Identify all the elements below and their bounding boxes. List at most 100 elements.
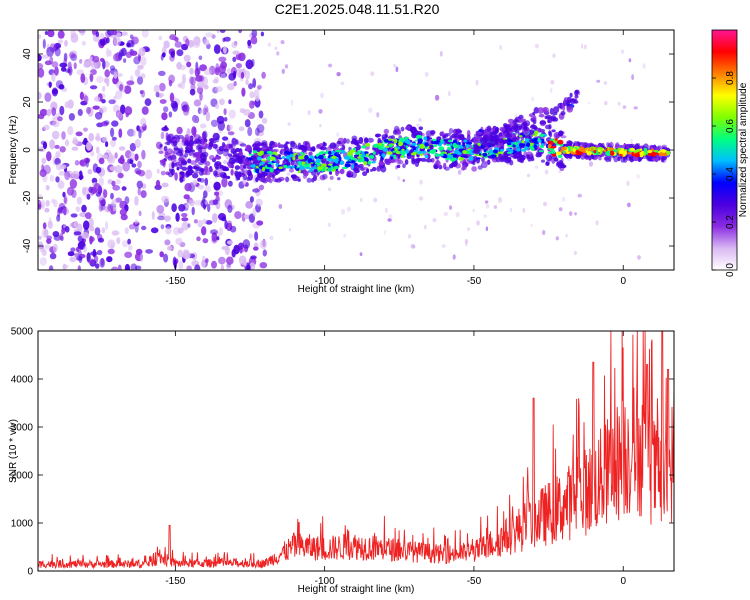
spectrogram-blob — [169, 34, 177, 41]
snr-frame — [38, 331, 674, 571]
spectrogram-blob — [227, 204, 233, 213]
spectrogram-blob — [77, 108, 83, 117]
spectrogram-blob — [78, 174, 84, 180]
spectrogram-blob — [334, 152, 337, 156]
spectrogram-blob — [500, 148, 505, 152]
spectrogram-blob — [241, 212, 246, 222]
spectrogram-blob — [506, 128, 513, 132]
spectrogram-blob — [201, 255, 206, 262]
spectrogram-blob — [42, 38, 46, 49]
spectrogram-blob — [543, 108, 547, 112]
spectrogram-blob — [569, 92, 573, 98]
spectrogram-blob — [484, 160, 491, 164]
spectrogram-blob — [103, 120, 110, 125]
spectrogram-blob — [434, 153, 440, 157]
spectrogram-blob — [485, 203, 490, 209]
spectrogram-blob — [575, 150, 578, 154]
spectrogram-blob — [191, 206, 195, 216]
spectrogram-blob — [159, 82, 166, 92]
spectrogram-blob — [385, 158, 391, 166]
spectrogram-blob — [203, 190, 208, 199]
spectrogram-blob — [560, 164, 567, 169]
spectrogram-blob — [188, 149, 194, 157]
spectrogram-blob — [233, 80, 237, 87]
spectrogram-blob — [127, 238, 131, 245]
spectrogram-blob — [210, 137, 214, 145]
spectrogram-blob — [404, 138, 409, 144]
spectrogram-blob — [55, 176, 60, 183]
spectrogram-blob — [371, 161, 376, 164]
spectrogram-blob — [473, 137, 478, 145]
spectrogram-blob — [223, 148, 229, 152]
spectrogram-blob — [127, 158, 133, 164]
spectrogram-blob — [64, 139, 70, 147]
spectrogram-blob — [181, 213, 188, 218]
spectrogram-blob — [552, 112, 558, 116]
spectrogram-blob — [470, 155, 474, 161]
spectrogram-blob — [374, 144, 380, 147]
spectrogram-blob — [557, 139, 564, 145]
spectrogram-blob — [574, 89, 579, 96]
spectrogram-blob — [550, 80, 555, 85]
spectrogram-blob — [405, 145, 409, 149]
spectrogram-blob — [306, 177, 312, 183]
spectrogram-blob — [222, 159, 228, 165]
spectrogram-blob — [200, 153, 206, 160]
spectrogram-blob — [76, 196, 82, 205]
spectrogram-blob — [378, 161, 386, 166]
spectrogram-blob — [135, 248, 143, 256]
spectrogram-blob — [52, 231, 60, 237]
spectrogram-blob — [328, 171, 333, 175]
colorbar-gradient — [711, 29, 738, 271]
spectrogram-blob — [232, 50, 240, 55]
spectrogram-blob — [151, 211, 155, 220]
spectrogram-blob — [219, 98, 225, 106]
spectrogram-blob — [222, 136, 229, 141]
spectrogram-blob — [541, 141, 545, 144]
spectrogram-blob — [577, 193, 582, 198]
spectrogram-blob — [523, 145, 529, 151]
spectrogram-blob — [199, 109, 207, 114]
spectrogram-blob — [171, 203, 177, 213]
spectrogram-blob — [307, 110, 311, 116]
spectrogram-blob — [639, 148, 643, 152]
spectrogram-blob — [262, 166, 266, 172]
spectrogram-blob — [107, 248, 115, 255]
spectrogram-blob — [544, 169, 549, 175]
spectrogram-blob — [127, 244, 133, 251]
spectrogram-blob — [64, 68, 71, 73]
spectrogram-blob — [466, 130, 471, 137]
spectrogram-blob — [304, 154, 309, 160]
spectrogram-blob — [255, 168, 260, 174]
spectrogram-blob — [364, 137, 369, 144]
spectrogram-blob — [457, 144, 464, 149]
spectrogram-blob — [235, 139, 239, 145]
spectrogram-blob — [307, 158, 313, 163]
spectrogram-blob — [291, 174, 297, 179]
spectrogram-blob — [339, 168, 345, 175]
spectrogram-blob — [278, 157, 282, 160]
spectrogram-blob — [400, 126, 405, 132]
spectrogram-blob — [275, 178, 282, 183]
spectrogram-blob — [141, 225, 147, 231]
spectrogram-blob — [161, 159, 165, 164]
spectrogram-blob — [335, 149, 342, 153]
spectrogram-blob — [40, 140, 47, 145]
spectrogram-blob — [211, 213, 218, 223]
spectrogram-blob — [560, 146, 568, 151]
spectrogram-blob — [158, 212, 166, 218]
spectrogram-blob — [277, 142, 281, 149]
spectrogram-blob — [328, 187, 332, 192]
spectrogram-blob — [140, 90, 146, 98]
spectrogram-blob — [193, 171, 199, 175]
spectrogram-blob — [175, 237, 183, 246]
spectrogram-blob — [392, 129, 398, 135]
spectrogram-blob — [270, 156, 276, 161]
spectrogram-blob — [252, 188, 260, 193]
spectrogram-blob — [172, 256, 177, 267]
spectrogram-blob — [432, 218, 437, 223]
spectrogram-blob — [372, 151, 376, 155]
spectrogram-blob — [79, 212, 87, 218]
spectrogram-blob — [226, 220, 233, 227]
spectrogram-blob — [73, 220, 79, 229]
